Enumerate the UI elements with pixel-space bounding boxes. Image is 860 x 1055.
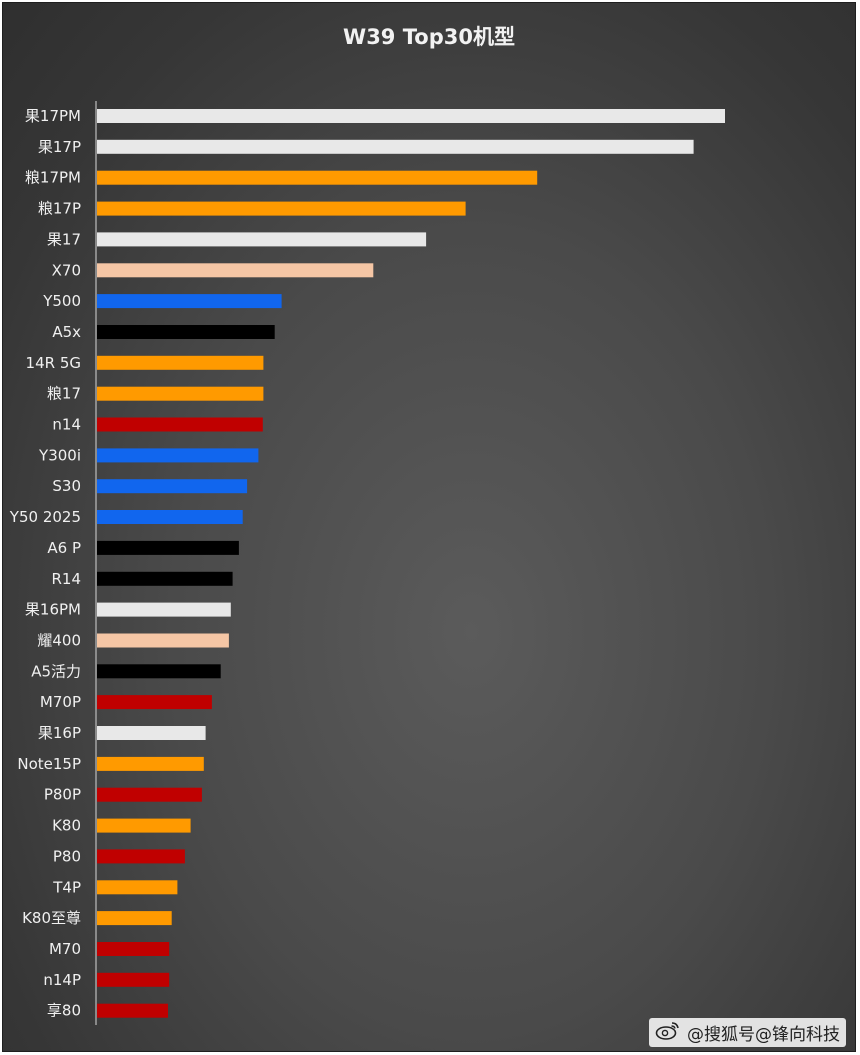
weibo-icon	[655, 1020, 681, 1045]
category-label-11: n14	[52, 416, 81, 434]
chart-title: W39 Top30机型	[343, 25, 515, 49]
category-label-1: 果17PM	[25, 107, 81, 125]
category-label-9: 14R 5G	[26, 354, 81, 372]
bar-27	[97, 911, 172, 926]
category-label-5: 果17	[47, 230, 81, 248]
category-label-4: 粮17P	[38, 200, 81, 218]
category-labels-group: 果17PM 果17P 粮17PM 粮17P 果17 X70 Y500 A5x 14R 5G 粮17…	[9, 107, 81, 1020]
bar-11	[97, 417, 263, 432]
category-label-30: 享80	[47, 1002, 81, 1020]
bar-3	[97, 170, 538, 185]
bar-1	[97, 109, 725, 123]
category-label-20: M70P	[40, 693, 81, 711]
bar-2	[97, 139, 694, 154]
watermark-text: @搜狐号@锋向科技	[687, 1025, 840, 1045]
category-label-14: Y50 2025	[9, 508, 81, 526]
category-label-21: 果16P	[38, 724, 81, 742]
bar-26	[97, 880, 178, 895]
bar-13	[97, 479, 248, 494]
bar-chart: 果17PM 果17P 粮17PM 粮17P 果17 X70 Y500 A5x 14R 5G 粮17…	[9, 101, 725, 1025]
category-label-22: Note15P	[17, 755, 81, 773]
bar-15	[97, 540, 239, 555]
bar-9	[97, 355, 264, 370]
bar-23	[97, 787, 202, 802]
bar-12	[97, 448, 259, 463]
watermark: @搜狐号@锋向科技	[649, 1018, 846, 1047]
category-label-13: S30	[52, 477, 81, 495]
bar-16	[97, 571, 233, 586]
bar-19	[97, 664, 221, 679]
category-label-15: A6 P	[47, 539, 81, 557]
bar-22	[97, 756, 204, 771]
category-label-19: A5活力	[31, 662, 81, 680]
bar-28	[97, 942, 170, 956]
bar-7	[97, 294, 282, 309]
bar-10	[97, 386, 264, 401]
bar-29	[97, 972, 170, 987]
category-label-17: 果16PM	[25, 601, 81, 619]
category-label-28: M70	[49, 940, 81, 958]
category-label-7: Y500	[42, 292, 81, 310]
category-label-27: K80至尊	[22, 909, 81, 927]
bar-30	[97, 1003, 168, 1018]
category-label-12: Y300i	[38, 446, 81, 464]
bars-group	[97, 109, 725, 1018]
bar-18	[97, 633, 229, 648]
category-label-18: 耀400	[37, 632, 81, 650]
category-label-24: K80	[52, 817, 81, 835]
bar-14	[97, 510, 243, 524]
category-label-6: X70	[52, 261, 81, 279]
category-label-8: A5x	[52, 323, 81, 341]
bar-6	[97, 263, 374, 278]
bar-5	[97, 232, 427, 247]
category-label-25: P80	[53, 847, 81, 865]
bar-17	[97, 602, 231, 617]
category-label-3: 粮17PM	[25, 169, 81, 187]
category-label-26: T4P	[52, 878, 81, 896]
bar-20	[97, 695, 212, 710]
bar-25	[97, 849, 185, 864]
category-label-10: 粮17	[47, 385, 81, 403]
bar-24	[97, 818, 191, 833]
category-label-29: n14P	[43, 971, 81, 989]
category-label-23: P80P	[44, 786, 81, 804]
bar-21	[97, 726, 206, 740]
bar-8	[97, 325, 275, 339]
bar-4	[97, 201, 466, 216]
category-label-16: R14	[51, 570, 81, 588]
category-label-2: 果17P	[38, 138, 81, 156]
